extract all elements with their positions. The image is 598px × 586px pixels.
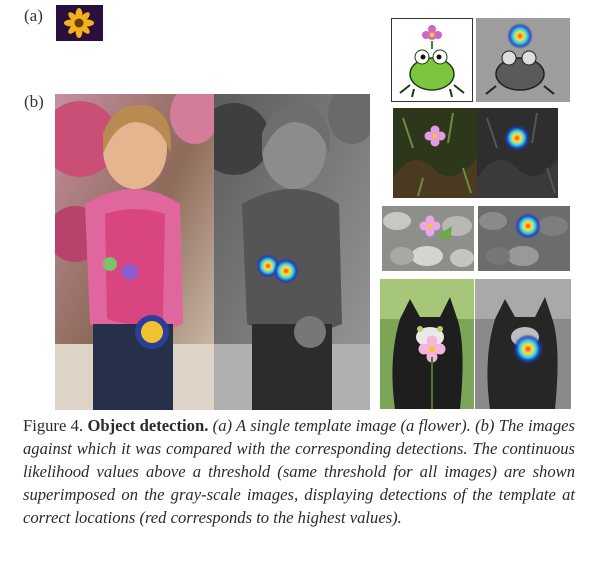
template-flower-image — [56, 5, 103, 41]
panel-label-b: (b) — [24, 92, 44, 111]
figure-caption: Figure 4. Object detection. (a) A single… — [23, 414, 575, 529]
rocks-flower-grayscale-detection — [478, 206, 570, 271]
bush-flower-color-photo — [393, 108, 477, 198]
panel-label-a: (a) — [24, 6, 43, 25]
frog-color-drawing — [391, 18, 473, 102]
bush-flower-grayscale-detection — [477, 108, 558, 198]
rocks-flower-color-photo — [382, 206, 474, 271]
flower-template-icon — [64, 8, 94, 38]
caption-prefix: Figure 4. — [23, 416, 84, 435]
caption-title: Object detection. — [87, 416, 209, 435]
cat-flower-grayscale-detection — [475, 279, 571, 409]
caption-body: (a) A single template image (a flower). … — [23, 416, 575, 527]
cat-flower-color-photo — [380, 279, 474, 409]
frog-grayscale-detection — [476, 18, 570, 102]
girl-grayscale-detection — [214, 94, 370, 410]
girl-color-photo — [55, 94, 214, 410]
